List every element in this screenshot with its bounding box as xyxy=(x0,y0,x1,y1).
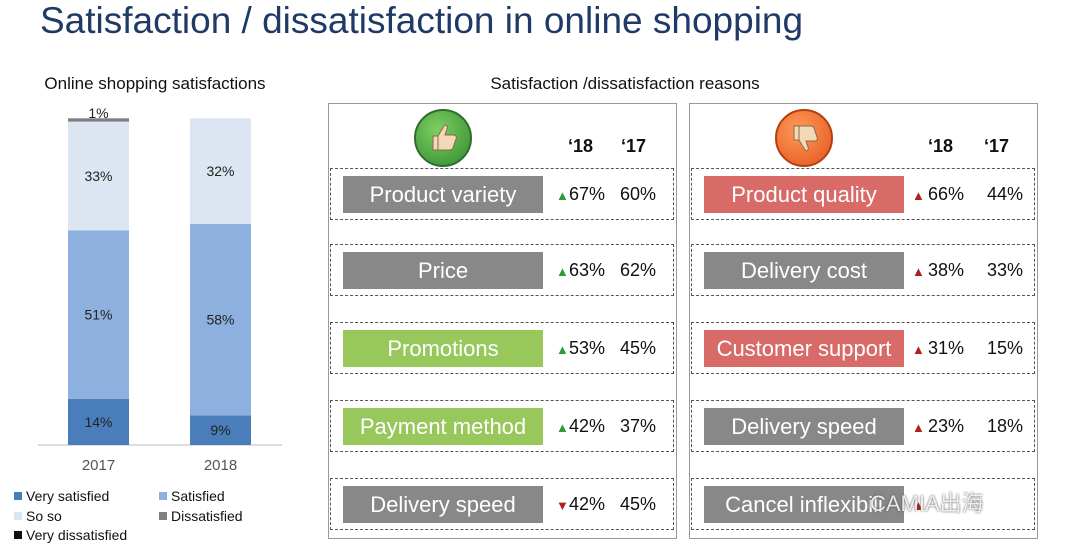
value-2018: 63% xyxy=(569,260,606,280)
bar-segment xyxy=(190,223,251,416)
stacked-bar-chart: 14% 51% 33% 1% 2017 9% 58% 32% 2018 xyxy=(38,105,282,474)
x-tick-label: 2018 xyxy=(204,457,237,474)
reasons-title: Satisfaction /dissatisfaction reasons xyxy=(490,74,760,93)
data-label: 14% xyxy=(84,414,112,430)
value-2017: 37% xyxy=(620,416,657,436)
reason-row: Promotions ▲ 53% 45% xyxy=(330,322,674,374)
x-tick-label: 2017 xyxy=(82,457,115,474)
dissatisfaction-panel: ‘18 ‘17 Product quality ▲ 66% 44% Delivery c… xyxy=(689,103,1038,539)
year-label-17: ‘17 xyxy=(984,136,1010,156)
legend-item: Satisfied xyxy=(159,488,225,504)
satisfaction-panel: ‘18 ‘17 Product variety ▲ 67% 60% Price ▲ 63% 6… xyxy=(328,103,677,539)
legend-swatch xyxy=(14,492,22,500)
bar-segment xyxy=(68,230,129,399)
value-2018: 38% xyxy=(928,260,965,280)
watermark: CAMIA出海 xyxy=(870,491,984,516)
reason-row: Product quality ▲ 66% 44% xyxy=(691,168,1035,220)
legend-item: Very satisfied xyxy=(14,488,109,504)
trend-up-icon: ▲ xyxy=(912,342,925,357)
bar-segment xyxy=(190,118,251,224)
value-2018: 53% xyxy=(569,338,606,358)
value-2018: 67% xyxy=(569,184,606,204)
reason-label: Promotions xyxy=(343,330,543,367)
reason-label: Customer support xyxy=(704,330,904,367)
value-2018: 31% xyxy=(928,338,965,358)
value-2017: 62% xyxy=(620,260,657,280)
legend-label: Satisfied xyxy=(171,488,225,504)
trend-up-icon: ▲ xyxy=(556,188,569,203)
value-2018: 23% xyxy=(928,416,965,436)
data-label: 51% xyxy=(84,307,112,323)
reason-label: Delivery cost xyxy=(704,252,904,289)
data-label: 1% xyxy=(88,105,108,121)
legend-label: Very dissatisfied xyxy=(26,527,128,543)
legend-swatch xyxy=(14,512,22,520)
reason-label: Delivery speed xyxy=(704,408,904,445)
trend-up-icon: ▲ xyxy=(912,264,925,279)
data-label: 58% xyxy=(206,312,234,328)
bar-segment xyxy=(68,398,129,445)
data-label: 33% xyxy=(84,168,112,184)
reason-row: Customer support ▲ 31% 15% xyxy=(691,322,1035,374)
value-2017: 18% xyxy=(987,416,1024,436)
reason-row: Cancel inflexibili ▲ xyxy=(691,478,1035,530)
legend-swatch xyxy=(159,512,167,520)
reason-label: Payment method xyxy=(343,408,543,445)
value-2017: 15% xyxy=(987,338,1024,358)
legend-label: So so xyxy=(26,508,62,524)
legend-label: Very satisfied xyxy=(26,488,110,504)
reason-row: Payment method ▲ 42% 37% xyxy=(330,400,674,452)
chart-title: Online shopping satisfactions xyxy=(44,74,266,93)
trend-up-icon: ▲ xyxy=(556,264,569,279)
reason-label: Cancel inflexibili xyxy=(704,486,904,523)
legend-swatch xyxy=(159,492,167,500)
value-2017: 45% xyxy=(620,494,657,514)
reason-label: Product variety xyxy=(343,176,543,213)
value-2018: 42% xyxy=(569,494,606,514)
year-label-17: ‘17 xyxy=(621,136,647,156)
thumbs-down-icon xyxy=(775,109,833,167)
value-2017: 60% xyxy=(620,184,657,204)
year-label-18: ‘18 xyxy=(928,136,954,156)
value-2017: 45% xyxy=(620,338,657,358)
legend-item: Dissatisfied xyxy=(159,508,243,524)
thumbs-up-icon xyxy=(414,109,472,167)
reason-label: Delivery speed xyxy=(343,486,543,523)
value-2018: 42% xyxy=(569,416,606,436)
reason-label: Price xyxy=(343,252,543,289)
trend-down-icon: ▼ xyxy=(556,498,569,513)
bar-segment xyxy=(190,415,251,445)
bar-segment xyxy=(68,118,129,122)
page-title: Satisfaction / dissatisfaction in online… xyxy=(40,0,804,41)
reason-row: Delivery speed ▲ 23% 18% xyxy=(691,400,1035,452)
legend-item: Very dissatisfied xyxy=(14,527,127,543)
legend-label: Dissatisfied xyxy=(171,508,243,524)
data-label: 9% xyxy=(210,422,230,438)
reason-row: Price ▲ 63% 62% xyxy=(330,244,674,296)
legend-item: So so xyxy=(14,508,62,524)
reason-row: Product variety ▲ 67% 60% xyxy=(330,168,674,220)
reason-row: Delivery cost ▲ 38% 33% xyxy=(691,244,1035,296)
trend-up-icon: ▲ xyxy=(556,420,569,435)
trend-up-icon: ▲ xyxy=(912,420,925,435)
value-2017: 33% xyxy=(987,260,1024,280)
reason-row: Delivery speed ▼ 42% 45% xyxy=(330,478,674,530)
reason-label: Product quality xyxy=(704,176,904,213)
value-2017: 44% xyxy=(987,184,1024,204)
trend-up-icon: ▲ xyxy=(556,342,569,357)
trend-up-icon: ▲ xyxy=(912,498,925,513)
value-2018: 66% xyxy=(928,184,965,204)
data-label: 32% xyxy=(206,163,234,179)
legend-swatch xyxy=(14,531,22,539)
bar-segment xyxy=(68,121,129,231)
year-label-18: ‘18 xyxy=(568,136,594,156)
trend-up-icon: ▲ xyxy=(912,188,925,203)
